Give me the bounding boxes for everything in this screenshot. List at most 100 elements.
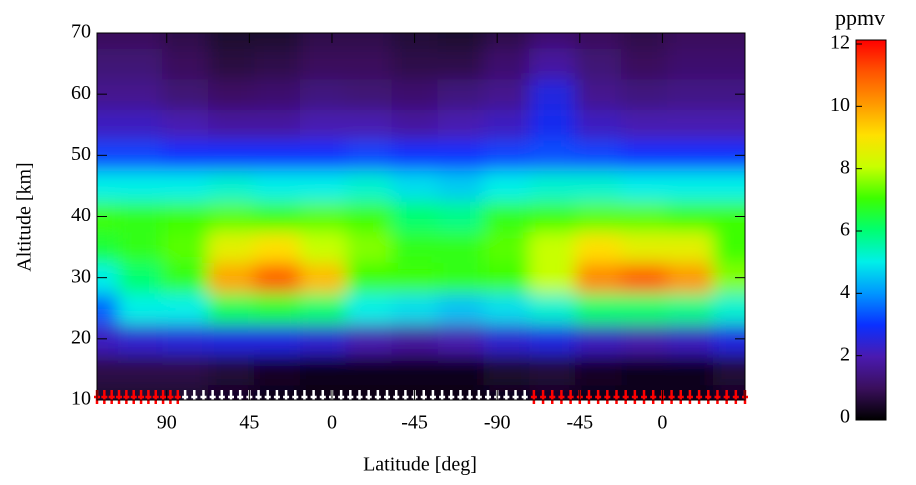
marker <box>108 389 115 404</box>
contour-cell <box>483 231 530 263</box>
marker <box>613 389 620 404</box>
contour-cell <box>208 262 255 294</box>
contour-cell <box>666 48 714 80</box>
contour-cell <box>575 109 622 141</box>
contour-cell <box>345 170 393 202</box>
contour-cell <box>162 201 209 233</box>
contour-cell <box>253 231 301 263</box>
contour-cell <box>345 48 393 80</box>
marker <box>668 389 675 404</box>
contour-cell <box>483 78 530 110</box>
contour-cell <box>97 323 119 355</box>
contour-cell <box>162 262 209 294</box>
marker <box>696 389 703 404</box>
contour-cell <box>118 292 163 325</box>
marker <box>237 389 244 404</box>
contour-cell <box>97 170 119 202</box>
marker <box>264 389 271 404</box>
plot-area <box>97 33 745 400</box>
contour-cell <box>437 109 484 141</box>
x-tick-label: -45 <box>401 412 428 434</box>
contour-cell <box>253 354 301 386</box>
contour-field <box>97 33 745 400</box>
contour-cell <box>253 170 301 202</box>
contour-cell <box>483 140 530 172</box>
contour-cell <box>97 231 119 263</box>
contour-cell <box>162 109 209 141</box>
marker <box>228 389 235 404</box>
marker <box>705 389 712 404</box>
contour-cell <box>118 231 163 263</box>
marker <box>365 389 372 404</box>
contour-cell <box>529 170 576 202</box>
contour-cell <box>712 48 745 80</box>
contour-cell <box>299 170 347 202</box>
colorbar-label: ppmv <box>835 5 885 30</box>
contour-cell <box>575 323 622 355</box>
marker <box>116 389 123 404</box>
contour-cell <box>253 262 301 294</box>
contour-cell <box>208 109 255 141</box>
marker <box>123 389 130 404</box>
marker <box>374 389 381 404</box>
marker <box>283 389 290 404</box>
contour-cell <box>621 201 668 233</box>
contour-cell <box>162 78 209 110</box>
contour-cell <box>666 109 714 141</box>
y-tick-label: 20 <box>71 326 91 348</box>
marker <box>585 389 592 404</box>
contour-cell <box>483 33 530 49</box>
contour-cell <box>299 78 347 110</box>
y-tick-label: 70 <box>71 21 91 43</box>
contour-cell <box>345 78 393 110</box>
marker <box>393 389 400 404</box>
contour-cell <box>253 323 301 355</box>
contour-cell <box>253 292 301 325</box>
contour-cell <box>575 140 622 172</box>
contour-cell <box>391 201 439 233</box>
contour-cell <box>529 354 576 386</box>
marker <box>209 389 216 404</box>
contour-cell <box>118 78 163 110</box>
contour-cell <box>529 201 576 233</box>
marker <box>384 389 391 404</box>
contour-cell <box>621 354 668 386</box>
marker <box>558 389 565 404</box>
colorbar <box>855 39 887 421</box>
contour-cell <box>118 354 163 386</box>
contour-cell <box>621 262 668 294</box>
marker <box>301 389 308 404</box>
marker <box>429 389 436 404</box>
contour-cell <box>437 201 484 233</box>
x-tick-label: -90 <box>484 412 511 434</box>
contour-cell <box>621 48 668 80</box>
contour-cell <box>391 78 439 110</box>
contour-cell <box>118 33 163 49</box>
marker <box>402 389 409 404</box>
contour-cell <box>118 323 163 355</box>
contour-cell <box>666 323 714 355</box>
y-tick-label: 50 <box>71 143 91 165</box>
marker <box>319 389 326 404</box>
contour-cell <box>208 231 255 263</box>
contour-cell <box>529 33 576 49</box>
marker <box>503 389 510 404</box>
contour-cell <box>299 201 347 233</box>
marker <box>218 389 225 404</box>
markers <box>94 389 748 404</box>
contour-cell <box>162 170 209 202</box>
contour-cell <box>299 231 347 263</box>
contour-cell <box>712 33 745 49</box>
contour-cell <box>97 201 119 233</box>
contour-cell <box>97 140 119 172</box>
contour-cell <box>162 323 209 355</box>
y-tick-label: 10 <box>71 388 91 410</box>
contour-cell <box>253 140 301 172</box>
marker <box>138 389 145 404</box>
marker <box>310 389 317 404</box>
contour-cell <box>437 33 484 49</box>
colorbar-tick-label: 10 <box>830 94 850 116</box>
colorbar-tick-label: 2 <box>840 343 850 365</box>
marker <box>567 389 574 404</box>
contour-cell <box>391 170 439 202</box>
